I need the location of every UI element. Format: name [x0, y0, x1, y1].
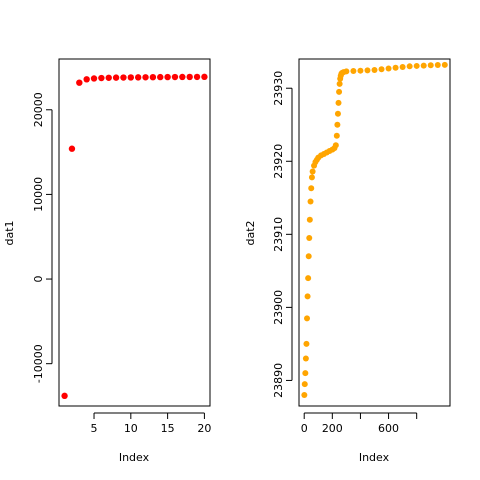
left-data-point	[98, 74, 105, 82]
left-plot-frame	[58, 58, 211, 407]
right-y-axis: 23890 23900 23910 23920 23930	[272, 71, 293, 398]
left-panel: 5 10 15 20 -10000 0 10000 20000 Index dat1	[3, 58, 211, 464]
left-y-tick-label: -10000	[32, 344, 45, 383]
left-data-point	[186, 73, 193, 81]
right-data-point	[385, 65, 392, 72]
right-x-tick-label: 0	[301, 422, 308, 435]
left-data-point	[149, 74, 157, 81]
left-x-tick-label: 5	[91, 422, 98, 435]
left-data-point	[61, 392, 68, 400]
right-data-point	[302, 370, 309, 377]
left-y-axis-title: dat1	[3, 220, 16, 245]
left-y-axis: -10000 0 10000 20000	[32, 92, 53, 383]
left-x-tick-label: 20	[197, 422, 211, 435]
left-data-point	[201, 73, 208, 81]
right-x-axis-title: Index	[359, 451, 390, 464]
right-data-point	[332, 142, 339, 149]
right-data-point	[364, 67, 371, 74]
left-data-point	[157, 73, 164, 81]
left-x-axis-title: Index	[119, 451, 150, 464]
right-data-point	[420, 62, 427, 69]
right-data-point	[334, 121, 341, 128]
left-y-tick-label: 20000	[32, 92, 45, 127]
left-y-tick-label: 0	[32, 276, 45, 283]
left-data-point	[179, 73, 186, 81]
right-data-point	[304, 293, 311, 300]
left-points	[61, 73, 208, 400]
right-x-tick-label: 200	[322, 422, 343, 435]
right-data-point	[306, 234, 313, 241]
left-x-axis: 5 10 15 20	[91, 412, 211, 435]
right-data-point	[413, 62, 420, 69]
left-data-point	[83, 76, 90, 83]
right-data-point	[301, 392, 308, 399]
right-data-point	[441, 61, 448, 68]
right-data-point	[399, 64, 406, 71]
right-data-point	[392, 64, 399, 71]
right-plot-frame	[298, 58, 451, 407]
right-data-point	[333, 132, 340, 139]
right-points	[301, 61, 448, 399]
right-data-point	[336, 88, 343, 95]
left-data-point	[127, 74, 135, 81]
left-data-point	[171, 73, 179, 81]
left-data-point	[142, 74, 149, 81]
right-data-point	[335, 99, 342, 106]
right-data-point	[308, 174, 315, 181]
right-data-point	[302, 355, 309, 362]
right-data-point	[371, 66, 378, 73]
right-y-tick-label: 23920	[272, 144, 285, 179]
right-x-tick-label: 600	[378, 422, 399, 435]
left-data-point	[193, 73, 201, 81]
right-data-point	[305, 253, 312, 260]
right-data-point	[301, 381, 308, 388]
right-data-point	[357, 67, 364, 74]
left-data-point	[105, 74, 112, 81]
right-x-axis: 0 200 600	[301, 412, 418, 435]
right-y-tick-label: 23930	[272, 71, 285, 106]
right-data-point	[309, 168, 316, 175]
right-data-point	[427, 62, 434, 69]
right-data-point	[378, 66, 385, 73]
left-y-tick-label: 10000	[32, 177, 45, 212]
right-data-point	[303, 340, 310, 347]
right-data-point	[434, 61, 441, 68]
right-y-axis-title: dat2	[244, 220, 257, 245]
right-data-point	[304, 315, 311, 322]
left-data-point	[134, 74, 142, 81]
right-y-tick-label: 23890	[272, 363, 285, 398]
left-data-point	[164, 73, 171, 81]
left-data-point	[112, 74, 120, 81]
left-x-tick-label: 10	[124, 422, 138, 435]
right-data-point	[307, 198, 314, 205]
right-y-tick-label: 23900	[272, 290, 285, 325]
right-data-point	[350, 68, 357, 75]
right-data-point	[306, 216, 313, 223]
right-data-point	[406, 63, 413, 70]
right-data-point	[336, 80, 343, 87]
left-data-point	[90, 75, 98, 82]
right-data-point	[334, 110, 341, 117]
right-data-point	[308, 185, 315, 192]
left-data-point	[120, 74, 127, 81]
right-data-point	[305, 275, 312, 282]
left-data-point	[76, 79, 83, 86]
left-x-tick-label: 15	[161, 422, 175, 435]
right-y-tick-label: 23910	[272, 217, 285, 252]
left-data-point	[68, 145, 76, 152]
right-data-point	[343, 68, 350, 75]
